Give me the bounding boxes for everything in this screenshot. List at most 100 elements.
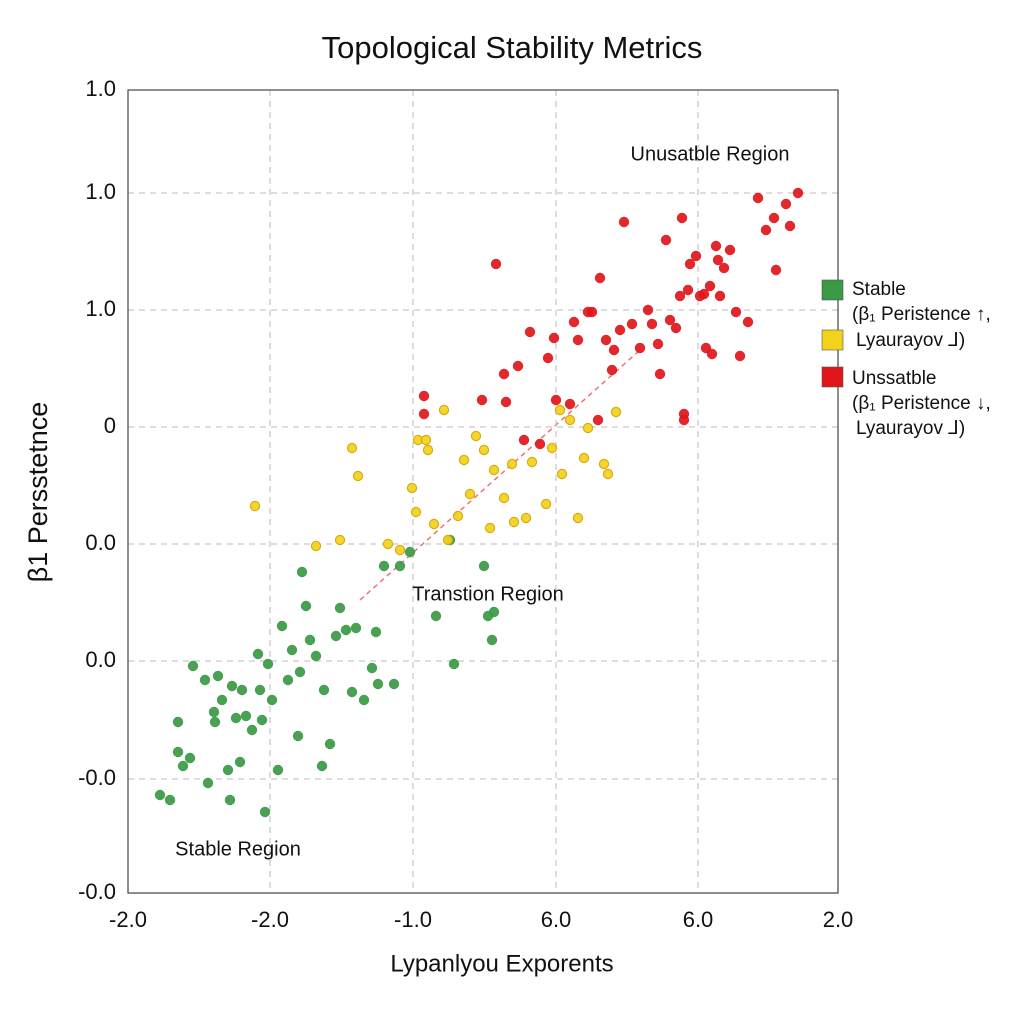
data-point <box>406 482 418 494</box>
data-point <box>259 806 271 818</box>
data-point <box>646 318 658 330</box>
data-point <box>370 626 382 638</box>
data-point <box>310 540 322 552</box>
data-point <box>378 560 390 572</box>
data-point <box>520 512 532 524</box>
data-point <box>209 716 221 728</box>
data-point <box>486 634 498 646</box>
y-tick-label: 1.0 <box>85 296 116 321</box>
data-point <box>300 600 312 612</box>
data-point <box>199 674 211 686</box>
data-point <box>508 516 520 528</box>
data-point <box>602 468 614 480</box>
data-point <box>330 630 342 642</box>
data-point <box>316 760 328 772</box>
chart-title: Topological Stability Metrics <box>322 30 703 65</box>
data-point <box>418 408 430 420</box>
data-point <box>690 250 702 262</box>
data-point <box>346 442 358 454</box>
data-point <box>420 434 432 446</box>
data-point <box>272 764 284 776</box>
legend-note: (β₁ Peristence ↑, <box>852 304 991 325</box>
data-point <box>470 430 482 442</box>
data-point <box>294 666 306 678</box>
y-tick-label: 0.0 <box>85 647 116 672</box>
data-point <box>334 602 346 614</box>
x-tick-label: -2.0 <box>251 907 289 932</box>
data-point <box>212 670 224 682</box>
data-point <box>276 620 288 632</box>
data-point <box>714 290 726 302</box>
data-point <box>568 316 580 328</box>
data-point <box>784 220 796 232</box>
data-point <box>382 538 394 550</box>
y-tick-label: 1.0 <box>85 179 116 204</box>
data-point <box>752 192 764 204</box>
data-point <box>262 658 274 670</box>
y-axis-label: β1 Persstetnce <box>23 402 53 583</box>
data-point <box>249 500 261 512</box>
data-point <box>172 746 184 758</box>
data-point <box>292 730 304 742</box>
data-point <box>700 342 712 354</box>
data-point <box>724 244 736 256</box>
data-point <box>698 288 710 300</box>
data-point <box>654 368 666 380</box>
data-point <box>184 752 196 764</box>
data-point <box>352 470 364 482</box>
data-point <box>478 444 490 456</box>
data-point <box>422 444 434 456</box>
data-point <box>187 660 199 672</box>
data-point <box>324 738 336 750</box>
data-point <box>286 644 298 656</box>
data-point <box>768 212 780 224</box>
legend-swatch <box>821 279 844 301</box>
data-point <box>452 510 464 522</box>
data-point <box>224 794 236 806</box>
data-point <box>458 454 470 466</box>
data-point <box>712 254 724 266</box>
data-point <box>442 534 454 546</box>
data-point <box>372 678 384 690</box>
data-point <box>216 694 228 706</box>
data-point <box>642 304 654 316</box>
data-point <box>718 262 730 274</box>
annotation: Transtion Region <box>412 583 564 605</box>
data-point <box>484 522 496 534</box>
y-tick-label: -0.0 <box>78 765 116 790</box>
data-point <box>394 560 406 572</box>
data-point <box>448 658 460 670</box>
data-point <box>488 606 500 618</box>
data-point <box>476 394 488 406</box>
annotation: Unusatble Region <box>631 143 790 165</box>
data-point <box>618 216 630 228</box>
data-point <box>792 187 804 199</box>
data-point <box>388 678 400 690</box>
data-point <box>418 390 430 402</box>
data-point <box>550 394 562 406</box>
data-point <box>366 662 378 674</box>
data-point <box>346 686 358 698</box>
data-point <box>554 404 566 416</box>
annotation: Stable Region <box>175 838 301 860</box>
y-tick-label: 1.0 <box>85 76 116 101</box>
data-point <box>394 544 406 556</box>
data-point <box>478 560 490 572</box>
data-point <box>334 534 346 546</box>
data-point <box>742 316 754 328</box>
data-point <box>526 456 538 468</box>
data-point <box>498 492 510 504</box>
data-point <box>626 318 638 330</box>
data-point <box>556 468 568 480</box>
x-tick-label: 6.0 <box>541 907 572 932</box>
data-point <box>614 324 626 336</box>
data-point <box>236 684 248 696</box>
data-point <box>410 506 422 518</box>
data-point <box>652 338 664 350</box>
x-tick-label: -2.0 <box>109 907 147 932</box>
data-point <box>172 716 184 728</box>
legend-note: Lyaurayov ⅃) <box>856 418 965 439</box>
data-point <box>678 414 690 426</box>
data-point <box>506 458 518 470</box>
